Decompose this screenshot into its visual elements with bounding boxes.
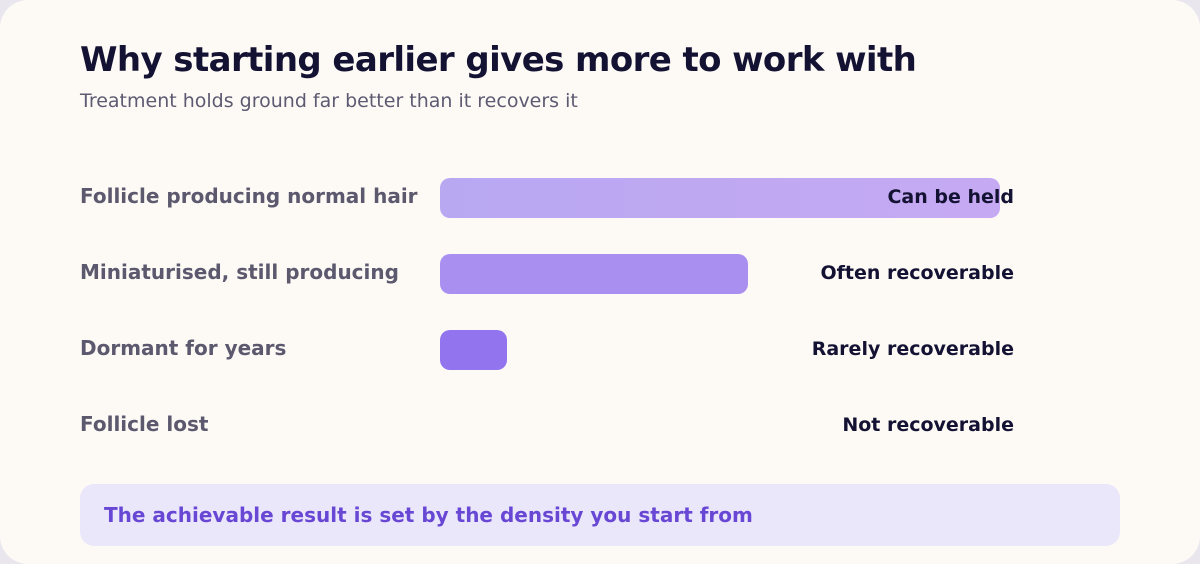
chart-title: Why starting earlier gives more to work … xyxy=(80,40,917,80)
bar xyxy=(440,178,1000,218)
callout-text: The achievable result is set by the dens… xyxy=(104,503,753,527)
category-label: Dormant for years xyxy=(80,336,287,360)
status-label: Not recoverable xyxy=(842,414,1014,436)
category-label: Follicle producing normal hair xyxy=(80,184,418,208)
chart-subtitle: Treatment holds ground far better than i… xyxy=(80,90,578,112)
category-label: Miniaturised, still producing xyxy=(80,260,399,284)
status-label: Rarely recoverable xyxy=(811,338,1014,360)
bar xyxy=(440,254,748,294)
status-label: Can be held xyxy=(887,186,1014,208)
callout-box: The achievable result is set by the dens… xyxy=(80,484,1120,546)
status-label: Often recoverable xyxy=(820,262,1014,284)
category-label: Follicle lost xyxy=(80,412,209,436)
bar xyxy=(440,330,508,370)
